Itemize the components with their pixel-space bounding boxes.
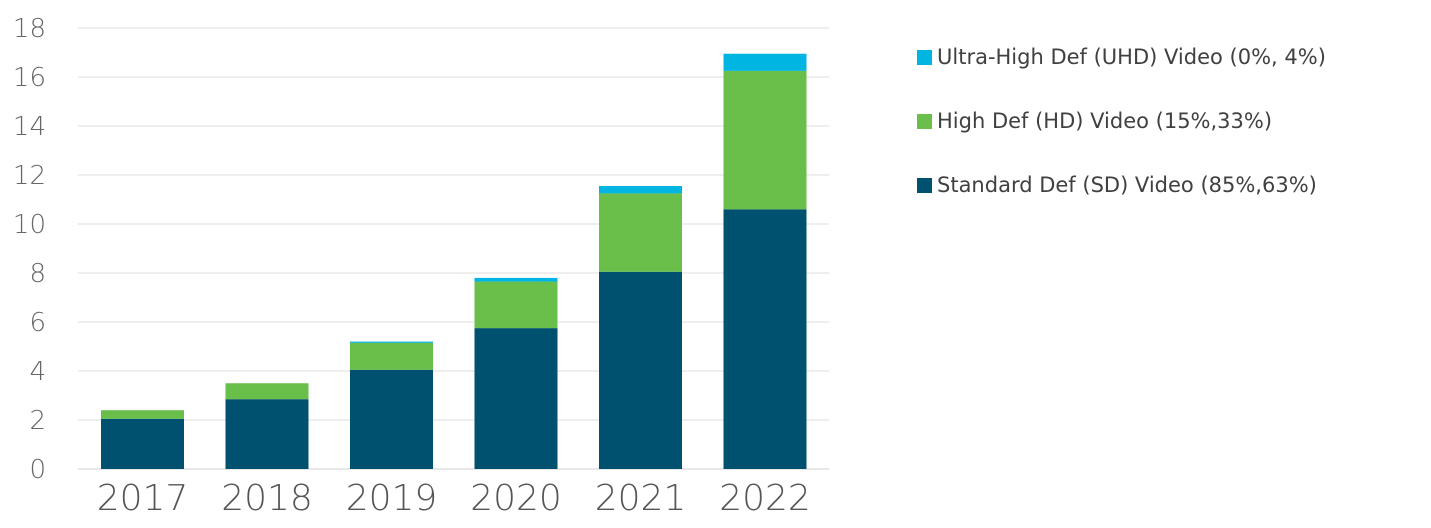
bar-segment [225,399,309,469]
x-axis: 2017 2018 2019 2020 2021 2022 [97,478,811,519]
bar-segment [101,410,184,419]
y-tick-label: 16 [13,63,46,93]
legend-label: Standard Def (SD) Video (85%,63%) [937,173,1317,197]
bar-segment [723,209,807,470]
bar-segment [474,281,558,329]
legend: Ultra-High Def (UHD) Video (0%, 4%) High … [917,44,1326,236]
bar-segment [723,53,807,71]
bar-segment [350,342,433,370]
y-tick-label: 8 [29,259,46,289]
x-tick-label: 2017 [97,478,189,519]
legend-swatch [917,113,932,129]
y-tick-label: 4 [29,357,46,387]
legend-item: High Def (HD) Video (15%,33%) [917,108,1326,134]
x-tick-label: 2020 [470,478,562,519]
bar-segment [723,70,807,210]
legend-item: Ultra-High Def (UHD) Video (0%, 4%) [917,44,1326,70]
y-tick-label: 12 [13,161,46,191]
y-tick-label: 14 [13,112,46,142]
bar-segment [599,271,682,469]
y-tick-label: 0 [29,455,46,485]
y-tick-label: 6 [29,308,46,338]
bar-segment [474,328,558,469]
bar-segment [599,193,682,272]
bar-segment [350,341,433,343]
y-axis: 0 2 4 6 8 10 12 14 16 18 [13,14,46,485]
bar-segment [474,277,558,282]
bar-segment [225,383,309,400]
bar-segment [599,186,682,194]
y-tick-label: 18 [13,14,46,44]
x-tick-label: 2021 [595,478,687,519]
legend-label: Ultra-High Def (UHD) Video (0%, 4%) [937,45,1326,69]
legend-item: Standard Def (SD) Video (85%,63%) [917,172,1326,198]
bar-segment [350,369,433,469]
bars [101,53,807,470]
x-tick-label: 2018 [221,478,313,519]
y-tick-label: 2 [29,406,46,436]
gridlines [78,27,829,470]
legend-swatch [917,177,932,193]
x-tick-label: 2019 [346,478,438,519]
bar-segment [101,418,184,469]
legend-label: High Def (HD) Video (15%,33%) [937,109,1273,133]
legend-swatch [917,49,932,65]
x-tick-label: 2022 [719,478,811,519]
y-tick-label: 10 [13,210,46,240]
